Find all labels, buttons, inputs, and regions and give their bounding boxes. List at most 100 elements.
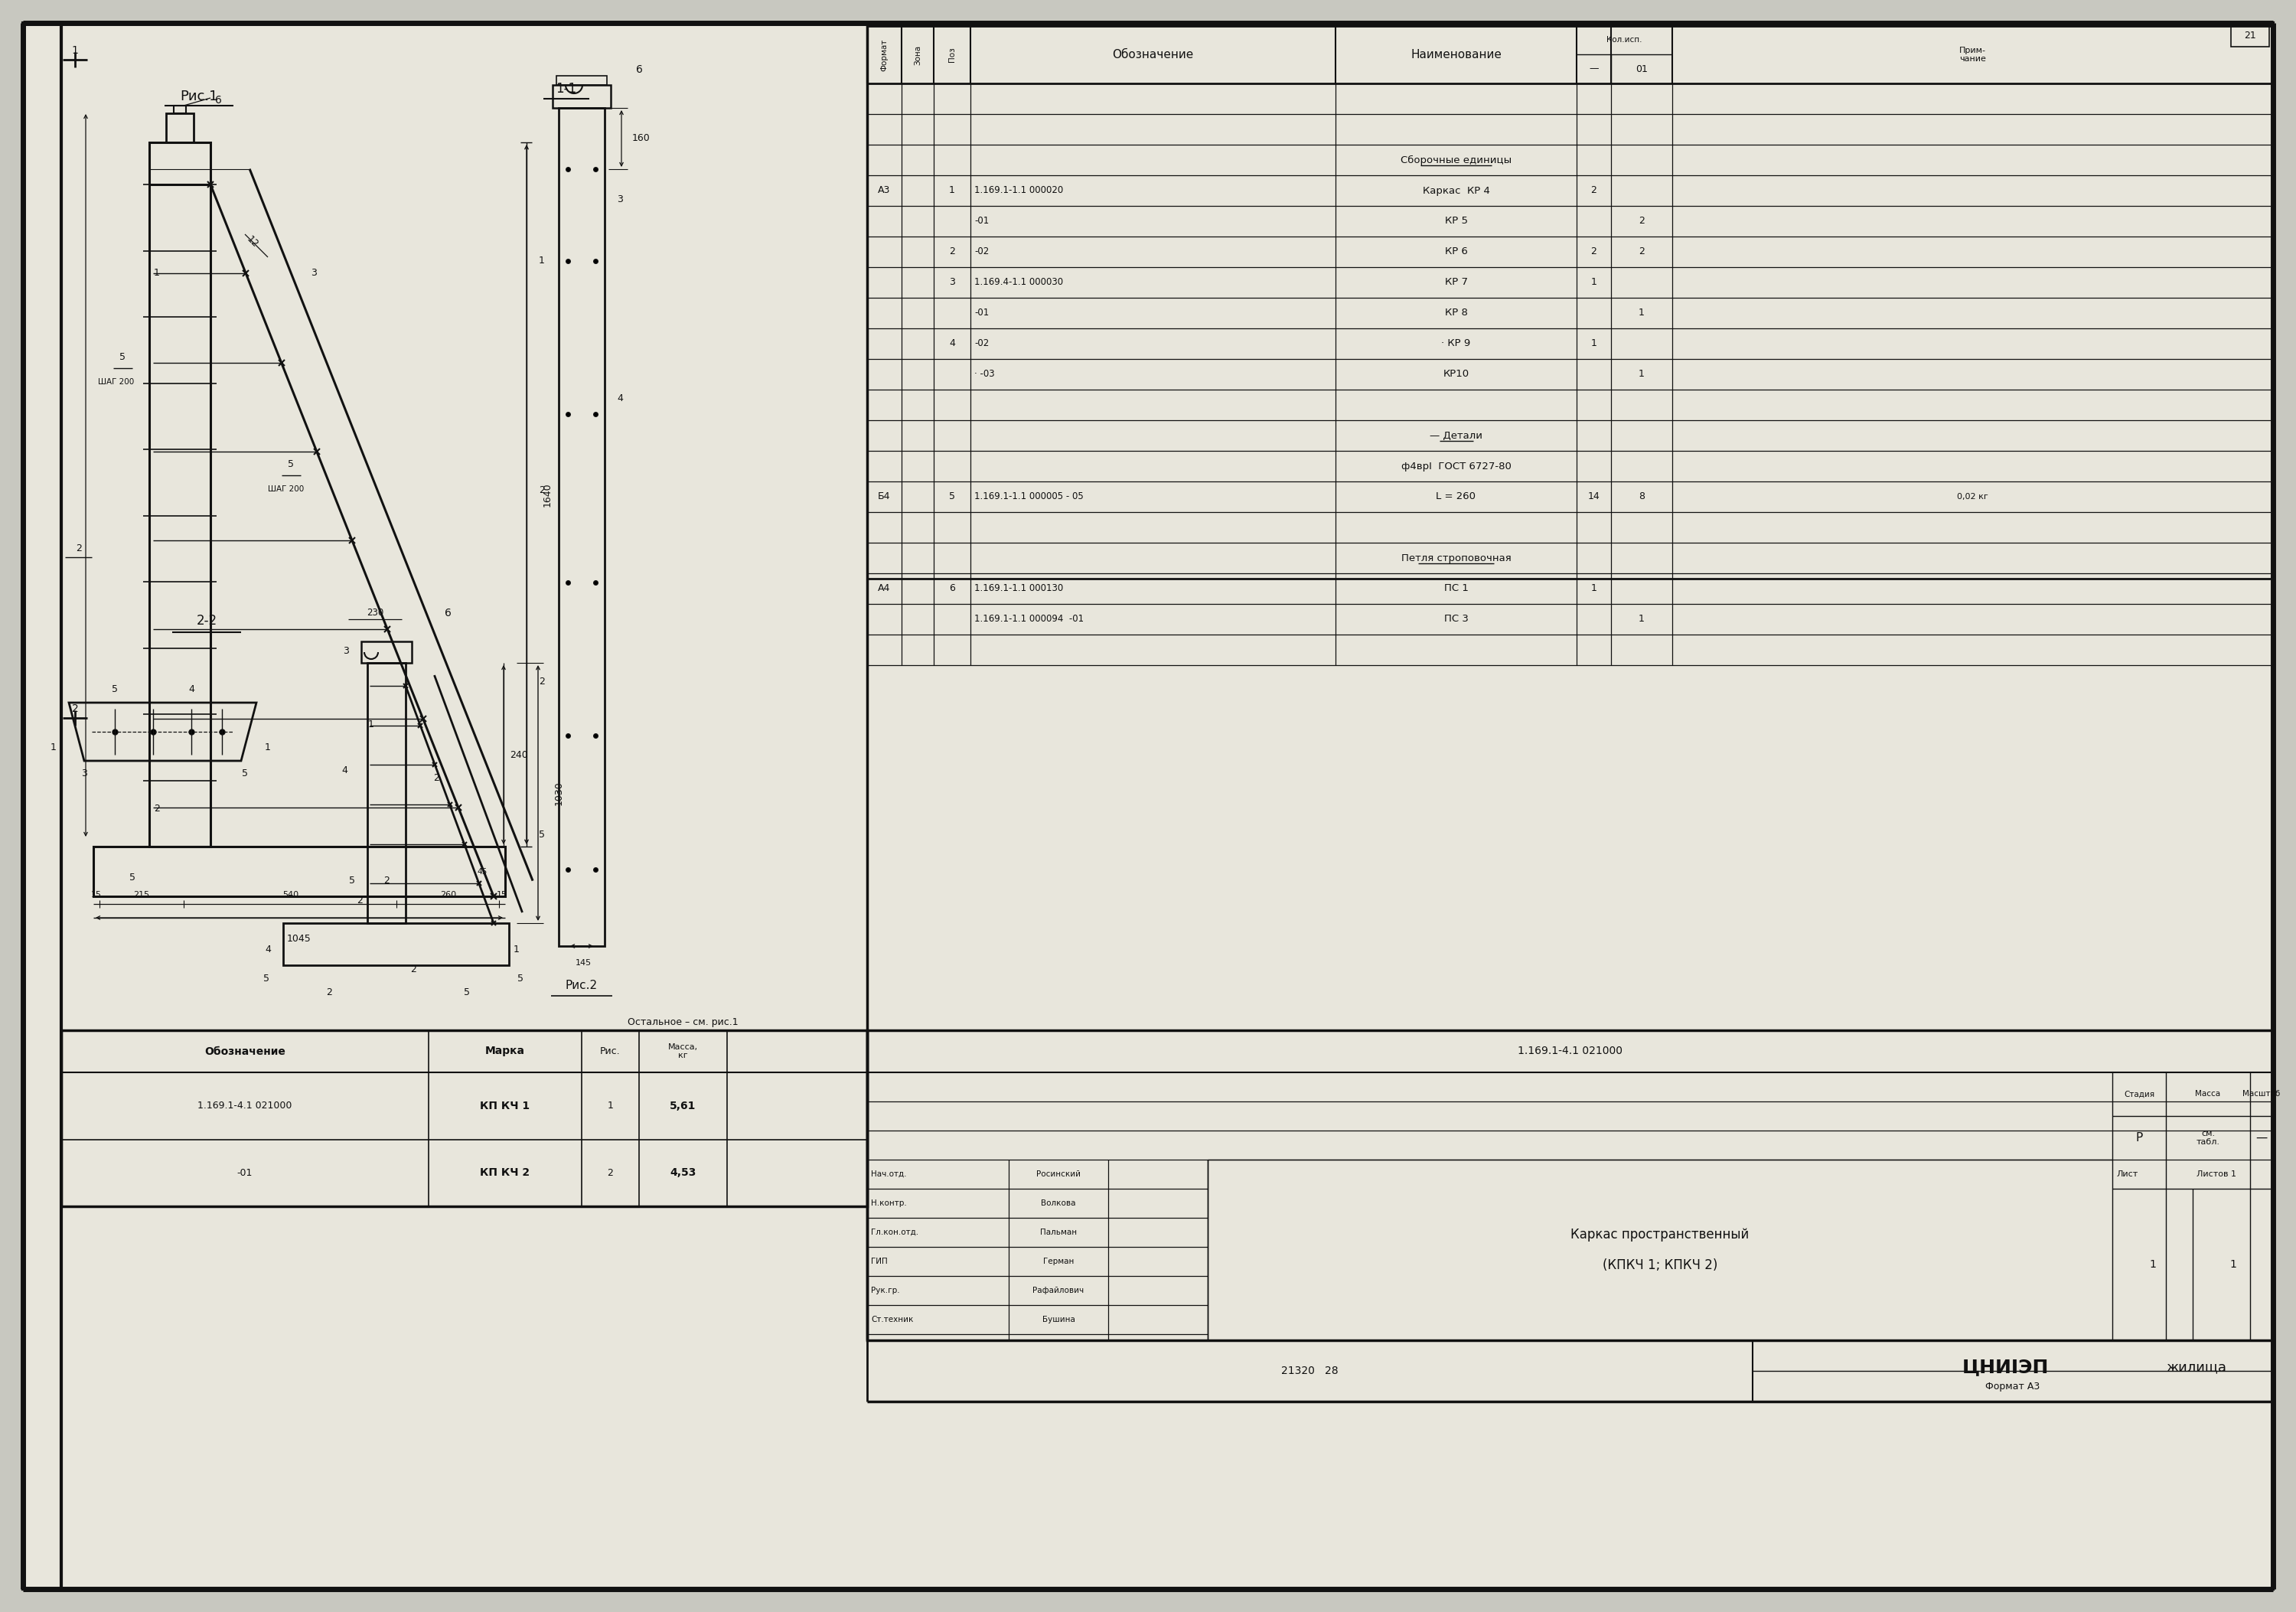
Text: 1: 1	[1591, 339, 1596, 348]
Text: Петля строповочная: Петля строповочная	[1401, 553, 1511, 563]
Text: ШАГ 200: ШАГ 200	[99, 379, 135, 385]
Bar	[165, 113, 193, 142]
Text: А3: А3	[877, 185, 891, 195]
Text: 4: 4	[264, 945, 271, 954]
Text: Герман: Герман	[1042, 1257, 1075, 1265]
Text: 1: 1	[154, 268, 161, 277]
Text: 260: 260	[441, 891, 457, 898]
Text: 3: 3	[310, 268, 317, 277]
Text: 1: 1	[1639, 308, 1644, 318]
Text: Листов 1: Листов 1	[2197, 1170, 2236, 1178]
Text: 1.169.1-1.1 000020: 1.169.1-1.1 000020	[974, 185, 1063, 195]
Text: 3: 3	[948, 277, 955, 287]
Bar	[2232, 23, 2268, 47]
Text: 14: 14	[1589, 492, 1600, 501]
Text: 2: 2	[1591, 247, 1596, 256]
Text: Масса,
кг: Масса, кг	[668, 1043, 698, 1059]
Text: 215: 215	[133, 891, 149, 898]
Text: 21320   28: 21320 28	[1281, 1365, 1339, 1377]
Text: 5: 5	[129, 872, 135, 882]
Text: 2-2: 2-2	[195, 614, 218, 627]
Text: Масштаб: Масштаб	[2243, 1090, 2280, 1098]
Text: 5: 5	[241, 769, 248, 779]
Text: 12: 12	[246, 234, 259, 250]
Text: Формат: Формат	[882, 39, 889, 71]
Text: Р: Р	[2135, 1132, 2142, 1143]
Text: · -03: · -03	[974, 369, 994, 379]
Text: КР 7: КР 7	[1444, 277, 1467, 287]
Text: 1: 1	[2229, 1259, 2236, 1270]
Text: КР 5: КР 5	[1444, 216, 1467, 226]
Text: 5: 5	[540, 830, 544, 840]
Text: 1: 1	[1591, 277, 1596, 287]
Text: 1: 1	[2149, 1259, 2156, 1270]
Text: 5,61: 5,61	[670, 1101, 696, 1111]
Text: Пальман: Пальман	[1040, 1228, 1077, 1236]
Text: 5: 5	[948, 492, 955, 501]
Text: 1.169.1-1.1 000005 - 05: 1.169.1-1.1 000005 - 05	[974, 492, 1084, 501]
Text: -01: -01	[974, 308, 990, 318]
Text: ГИП: ГИП	[870, 1257, 889, 1265]
Text: 3: 3	[80, 769, 87, 779]
Text: L = 260: L = 260	[1437, 492, 1476, 501]
Text: 5: 5	[517, 974, 523, 983]
Bar	[282, 924, 510, 966]
Text: 8: 8	[1639, 492, 1644, 501]
Text: 160: 160	[631, 134, 650, 143]
Text: Наименование: Наименование	[1410, 48, 1502, 61]
Text: Рук.гр.: Рук.гр.	[870, 1286, 900, 1294]
Bar	[556, 76, 606, 85]
Text: 5: 5	[464, 987, 471, 996]
Text: А4: А4	[877, 584, 891, 593]
Text: 240: 240	[510, 750, 528, 759]
Text: 6: 6	[636, 64, 643, 76]
Text: 1: 1	[264, 742, 271, 753]
Text: Формат А3: Формат А3	[1986, 1381, 2041, 1391]
Text: 15: 15	[496, 891, 507, 898]
Text: -01: -01	[236, 1167, 253, 1178]
Text: 1.169.1-1.1 000094  -01: 1.169.1-1.1 000094 -01	[974, 614, 1084, 624]
Text: Остальное – см. рис.1: Остальное – см. рис.1	[627, 1017, 739, 1027]
Text: ПС 3: ПС 3	[1444, 614, 1467, 624]
Bar	[553, 85, 611, 108]
Text: 2: 2	[326, 987, 333, 996]
Text: 5: 5	[349, 875, 356, 887]
Text: жилища: жилища	[2167, 1361, 2227, 1373]
Text: ПС 1: ПС 1	[1444, 584, 1467, 593]
Text: -02: -02	[974, 247, 990, 256]
Text: 1.169.1-4.1 021000: 1.169.1-4.1 021000	[1518, 1046, 1623, 1056]
Text: Росинский: Росинский	[1035, 1170, 1081, 1178]
Text: 6: 6	[948, 584, 955, 593]
Text: Сборочные единицы: Сборочные единицы	[1401, 155, 1511, 164]
Text: ШАГ 200: ШАГ 200	[269, 485, 305, 493]
Text: Гл.кон.отд.: Гл.кон.отд.	[870, 1228, 918, 1236]
Text: 2: 2	[1591, 185, 1596, 195]
Text: Масса: Масса	[2195, 1090, 2220, 1098]
Text: 1030: 1030	[553, 780, 565, 804]
Text: 5: 5	[264, 974, 269, 983]
Bar	[62, 1030, 868, 1206]
Text: ЦНИIЭП: ЦНИIЭП	[1961, 1357, 2048, 1377]
Text: 1: 1	[1639, 614, 1644, 624]
Bar	[868, 1030, 2273, 1340]
Text: КР10: КР10	[1442, 369, 1469, 379]
Text: 1: 1	[1639, 369, 1644, 379]
Text: 2: 2	[71, 703, 78, 714]
Text: 4: 4	[342, 766, 347, 775]
Text: 3: 3	[342, 646, 349, 656]
Text: 2: 2	[383, 875, 390, 887]
Text: 0,02 кг: 0,02 кг	[1956, 493, 1988, 501]
Text: 4: 4	[188, 685, 195, 695]
Text: 540: 540	[282, 891, 298, 898]
Bar	[149, 142, 211, 846]
Text: Обозначение: Обозначение	[204, 1046, 285, 1057]
Text: Рис.2: Рис.2	[565, 980, 597, 991]
Text: Поз: Поз	[948, 47, 955, 63]
Text: Н.контр.: Н.контр.	[870, 1199, 907, 1207]
Text: 5: 5	[119, 351, 126, 361]
Text: 1: 1	[367, 719, 374, 729]
Text: Каркас  КР 4: Каркас КР 4	[1424, 185, 1490, 195]
Text: 3: 3	[618, 195, 622, 205]
Text: 1045: 1045	[287, 933, 312, 943]
Text: Стадия: Стадия	[2124, 1090, 2154, 1098]
